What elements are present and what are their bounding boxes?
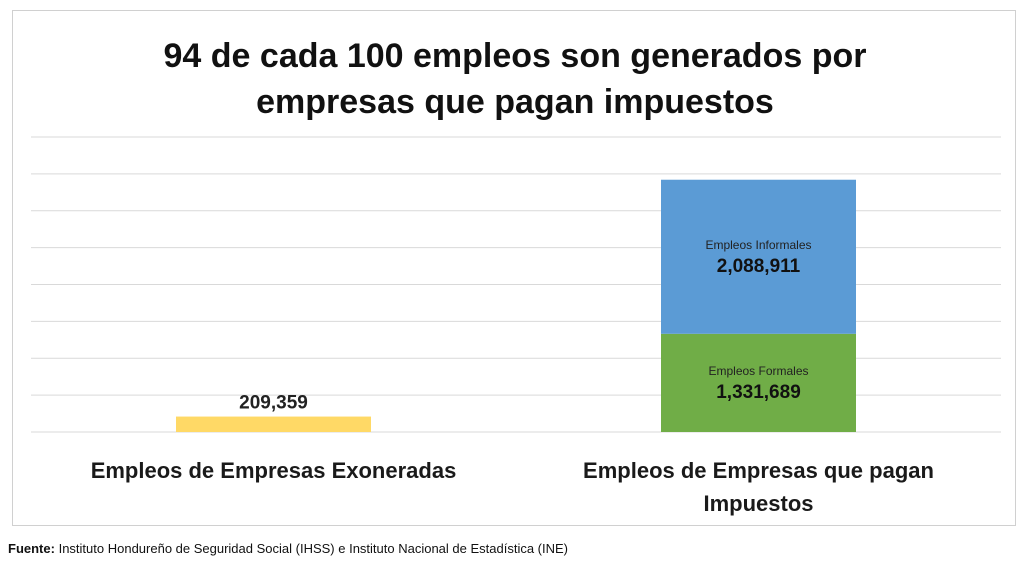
source-note: Fuente: Instituto Hondureño de Seguridad… — [8, 541, 568, 556]
chart-frame: 94 de cada 100 empleos son generados por… — [12, 10, 1016, 526]
source-text: Instituto Hondureño de Seguridad Social … — [58, 541, 569, 556]
data-label: 209,359 — [239, 393, 308, 414]
bar-series-0-cat-0 — [176, 416, 371, 432]
segment-name-label: Empleos Informales — [705, 238, 811, 252]
data-label: 1,331,689 — [716, 382, 801, 403]
chart-title: 94 de cada 100 empleos son generados por… — [13, 33, 1017, 125]
data-label: 2,088,911 — [717, 256, 801, 277]
segment-name-label: Empleos Formales — [708, 364, 808, 378]
category-label: Empleos de Empresas Exoneradas — [91, 458, 457, 483]
bar-empleos-formales-cat-1 — [661, 333, 856, 432]
source-label: Fuente: — [8, 541, 55, 556]
chart-plot: 209,359 Empleos de Empresas Exoneradas Emp… — [31, 136, 1001, 516]
category-label: Impuestos — [703, 491, 813, 516]
chart-title-line-2: empresas que pagan impuestos — [256, 83, 774, 121]
category-label: Empleos de Empresas que pagan — [583, 458, 934, 483]
chart-title-line-1: 94 de cada 100 empleos son generados por — [163, 37, 867, 75]
bar-empleos-informales-cat-1 — [661, 179, 856, 334]
